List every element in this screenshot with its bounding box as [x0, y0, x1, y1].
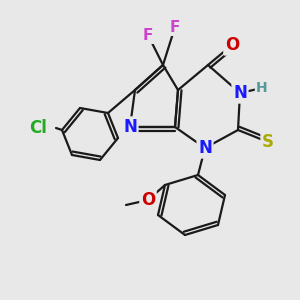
Text: Cl: Cl: [29, 119, 47, 137]
Text: H: H: [256, 81, 268, 95]
Text: N: N: [198, 139, 212, 157]
Text: N: N: [233, 84, 247, 102]
Text: N: N: [123, 118, 137, 136]
Text: O: O: [225, 36, 239, 54]
Text: F: F: [170, 20, 180, 34]
Text: S: S: [262, 133, 274, 151]
Text: F: F: [143, 28, 153, 43]
Text: O: O: [141, 191, 155, 209]
